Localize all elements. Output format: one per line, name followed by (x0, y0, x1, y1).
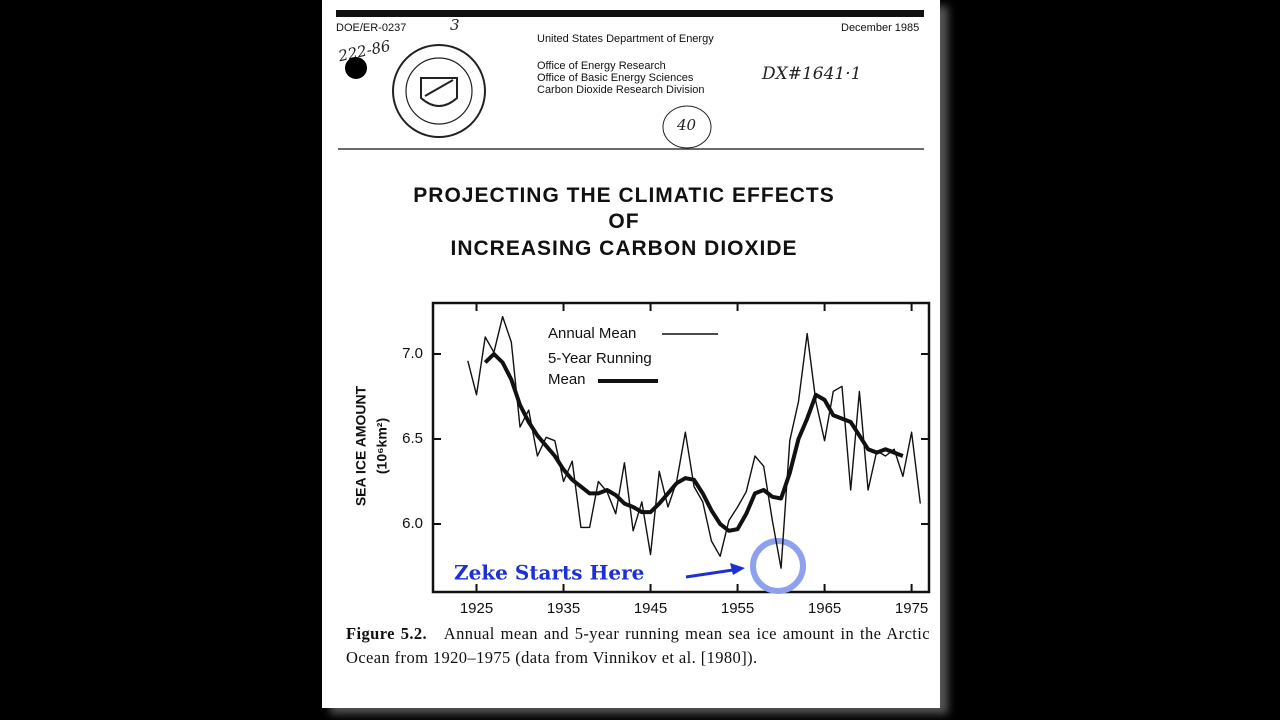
y-tick-label: 6.5 (402, 430, 423, 447)
y-axis-label: SEA ICE AMOUNT (353, 385, 369, 506)
annotation-arrowhead (730, 563, 745, 575)
legend: Annual Mean 5-Year Running Mean (548, 323, 678, 390)
y-tick-label: 7.0 (402, 345, 423, 362)
doc-date: December 1985 (841, 22, 920, 34)
ink-blot (345, 57, 367, 79)
x-tick-label: 1925 (460, 600, 493, 617)
title-line: INCREASING CARBON DIOXIDE (450, 237, 798, 260)
x-tick-label: 1945 (634, 600, 667, 617)
data-line (467, 315, 921, 569)
top-rule (336, 10, 924, 17)
figure-caption: Figure 5.2. Annual mean and 5-year runni… (346, 622, 930, 670)
office: Carbon Dioxide Research Division (537, 84, 705, 96)
x-tick-label: 1955 (721, 600, 754, 617)
x-tick-label: 1935 (547, 600, 580, 617)
annotation: Zeke Starts Here (454, 561, 644, 585)
data-line (483, 352, 904, 533)
document-page (322, 0, 940, 708)
caption-text: Annual mean and 5-year running mean sea … (346, 624, 930, 667)
y-tick-label: 6.0 (402, 515, 423, 532)
title-line: PROJECTING THE CLIMATIC EFFECTS (413, 184, 835, 207)
legend-entry: Annual Mean (548, 325, 637, 342)
office: Office of Basic Energy Sciences (537, 72, 694, 84)
legend-entry: 5-Year Running Mean (548, 350, 652, 388)
handwritten-note: DX#1641·1 (762, 64, 862, 84)
handwritten-circle (662, 105, 712, 149)
doc-id: DOE/ER-0237 (336, 22, 407, 34)
handwritten-note: 3 (450, 16, 460, 34)
plot-frame (431, 301, 931, 594)
highlight-circle (750, 538, 806, 594)
x-tick-label: 1965 (808, 600, 841, 617)
y-axis-unit: (10⁶km²) (374, 418, 390, 474)
department: United States Department of Energy (537, 33, 714, 45)
seal (392, 44, 486, 138)
office: Office of Energy Research (537, 60, 666, 72)
annotation-arrow (685, 568, 734, 579)
handwritten-note: 40 (677, 116, 697, 134)
x-tick-label: 1975 (895, 600, 928, 617)
caption-label: Figure 5.2. (346, 624, 428, 643)
title-line: OF (608, 210, 640, 233)
